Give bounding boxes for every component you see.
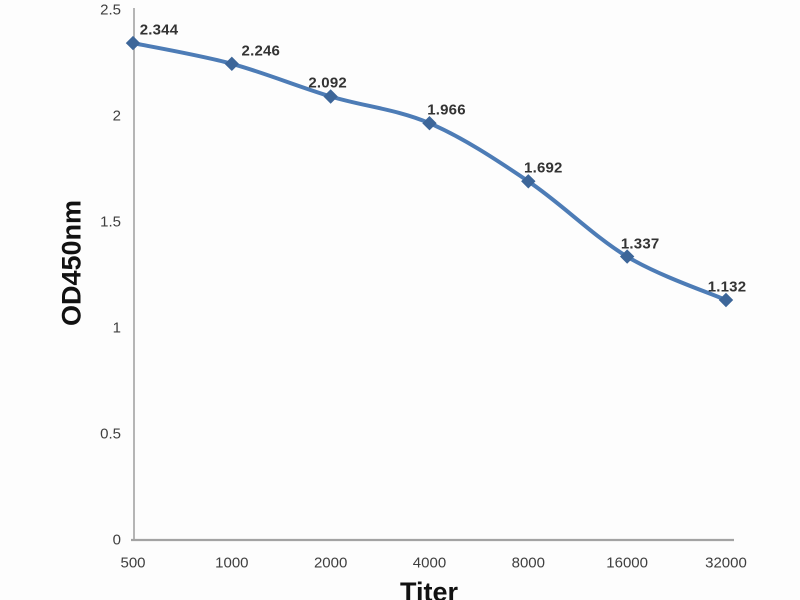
data-label: 1.337 [620,235,660,253]
x-axis-title: Titer [399,577,459,600]
data-label: 2.092 [308,74,347,92]
x-tick-label: 4000 [412,554,447,572]
data-point-marker [718,292,734,308]
x-tick-label: 500 [120,554,146,572]
data-label: 2.246 [241,42,281,60]
data-point-marker [323,89,338,104]
x-tick-label: 2000 [313,554,348,572]
x-tick-label: 8000 [511,554,545,572]
x-tick-label: 16000 [606,554,648,572]
data-label: 1.132 [707,278,747,296]
x-tick-label: 32000 [705,554,747,572]
data-label: 1.966 [427,101,466,119]
data-label: 2.344 [139,21,179,39]
y-tick-label: 0.5 [100,425,121,443]
y-tick-label: 1.5 [100,213,121,231]
y-tick-label: 1 [112,319,121,337]
data-label: 1.692 [524,159,563,177]
data-point-marker [521,174,536,189]
series-line [131,41,728,302]
data-point-marker [224,56,240,72]
data-point-marker [619,249,635,264]
y-tick-label: 2 [112,107,121,125]
y-tick-label: 0 [112,531,121,549]
data-point-marker [125,35,141,51]
x-tick-label: 1000 [215,554,249,572]
y-tick-label: 2.5 [100,1,121,19]
y-axis-title: OD450nm [56,199,87,327]
data-point-marker [422,116,437,131]
